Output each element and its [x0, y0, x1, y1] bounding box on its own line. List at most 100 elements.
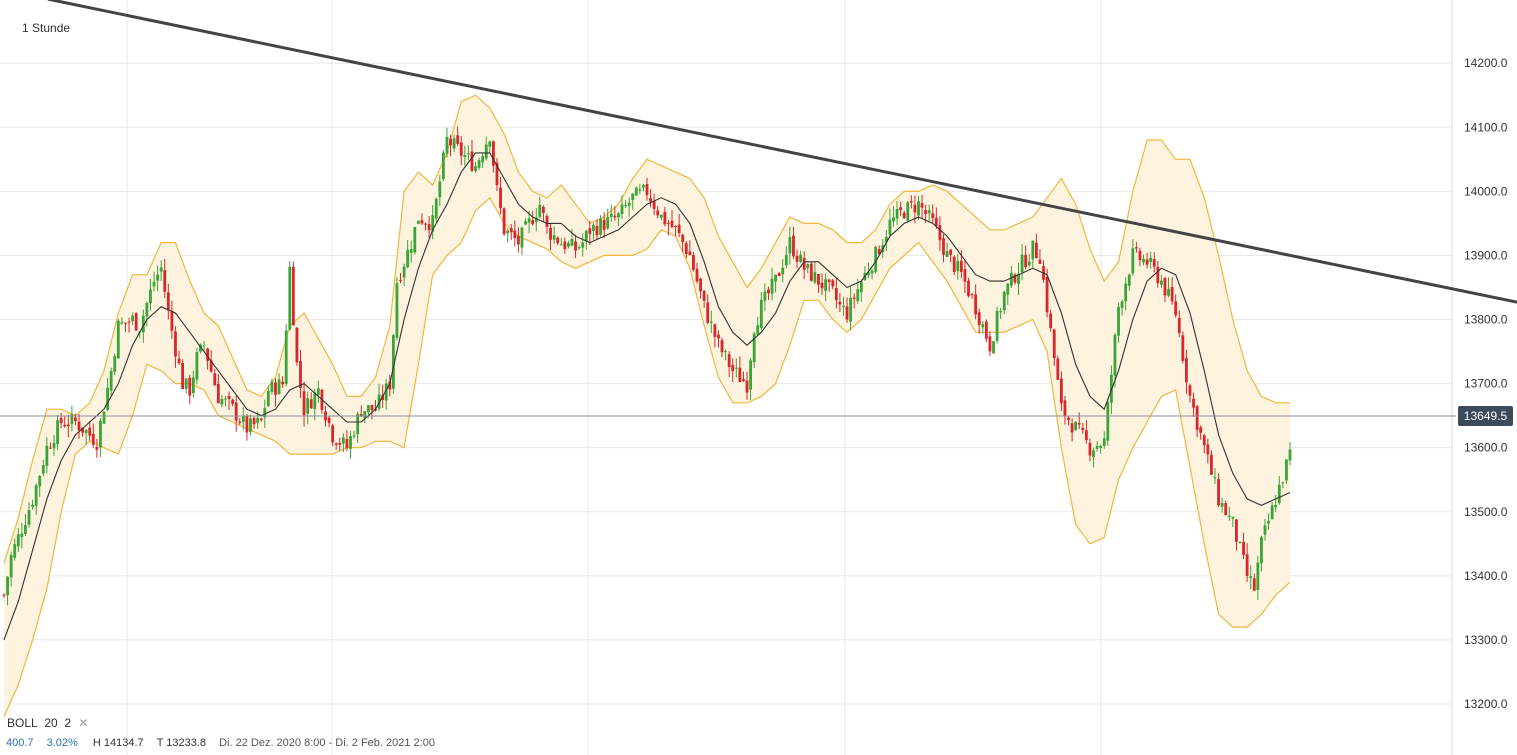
candle-body: [670, 220, 674, 228]
candle-body: [792, 235, 795, 257]
candle-body: [224, 398, 227, 400]
candle-body: [416, 220, 420, 224]
candle-body: [867, 272, 870, 275]
candle-body: [6, 576, 9, 596]
candle-body: [799, 254, 803, 263]
candle-body: [1099, 445, 1103, 448]
candle-body: [438, 181, 442, 198]
candle-body: [245, 415, 249, 433]
footer-stats: 400.7 3.02% H 14134.7 T 13233.8 Di. 22 D…: [6, 737, 435, 749]
candle-body: [842, 305, 845, 307]
bollinger-middle-band: [3, 152, 1291, 641]
candle-body: [395, 283, 399, 338]
candle-body: [552, 235, 556, 240]
candle-body: [795, 255, 799, 262]
candle-body: [1145, 259, 1149, 265]
y-tick-label: 13300.0: [1464, 633, 1508, 647]
candle-body: [684, 243, 688, 254]
candle-body: [638, 189, 642, 191]
candle-body: [456, 135, 460, 144]
candle-body: [38, 475, 42, 487]
candle-body: [299, 361, 302, 389]
candle-body: [820, 282, 824, 289]
candle-body: [481, 156, 485, 163]
candle-body: [509, 228, 513, 233]
candle-body: [220, 398, 224, 405]
candle-body: [931, 213, 935, 219]
candle-body: [1235, 519, 1238, 542]
candle-body: [967, 280, 970, 297]
candle-body: [809, 263, 813, 281]
y-axis-tick-labels: 13200.0 13300.0 13400.0 13500.0 13600.0 13700…: [1464, 56, 1508, 711]
candle-body: [359, 414, 363, 417]
candle-body: [913, 204, 917, 213]
candle-body: [345, 439, 349, 449]
candle-body: [116, 320, 120, 359]
candle-body: [1077, 423, 1081, 425]
candle-body: [920, 203, 924, 208]
indicator-legend[interactable]: BOLL 20 2 ✕: [7, 716, 88, 730]
candle-body: [145, 302, 149, 317]
candle-body: [491, 141, 495, 166]
candle-body: [884, 236, 888, 243]
candle-body: [745, 380, 749, 393]
price-range: 400.7: [6, 737, 34, 749]
candle-body: [538, 204, 542, 218]
candle-body: [1074, 422, 1078, 431]
candle-body: [831, 280, 835, 287]
candle-body: [713, 324, 717, 337]
candle-body: [999, 311, 1003, 313]
candle-body: [977, 312, 981, 325]
interval-label[interactable]: 1 Stunde: [22, 21, 71, 35]
candle-body: [466, 153, 470, 155]
candle-body: [556, 237, 560, 244]
candle-body: [1160, 280, 1163, 285]
close-icon[interactable]: ✕: [78, 716, 89, 730]
candle-body: [41, 465, 45, 474]
candle-body: [1081, 427, 1085, 431]
candle-body: [645, 184, 649, 196]
candle-body: [813, 272, 817, 283]
candle-body: [1202, 435, 1206, 446]
candle-body: [1213, 477, 1217, 479]
candle-body: [599, 218, 602, 235]
candle-body: [1199, 427, 1203, 433]
candle-body: [1270, 505, 1274, 520]
y-tick-label: 14200.0: [1464, 56, 1508, 70]
candle-body: [531, 220, 535, 225]
candle-body: [74, 417, 77, 422]
trendline[interactable]: [47, 0, 1517, 304]
candle-body: [406, 249, 410, 268]
candle-body: [356, 413, 360, 435]
candle-body: [534, 217, 538, 223]
candle-body: [849, 297, 853, 322]
candle-body: [188, 377, 192, 396]
candle-body: [588, 228, 592, 234]
candle-body: [784, 254, 788, 266]
candle-body: [199, 344, 202, 352]
candle-body: [477, 160, 481, 168]
candle-body: [938, 225, 942, 241]
candle-body: [995, 310, 999, 342]
candle-body: [981, 324, 985, 328]
candle-body: [1252, 578, 1256, 591]
candle-body: [106, 387, 109, 410]
candle-body: [156, 274, 160, 281]
candle-body: [363, 411, 367, 418]
candle-body: [413, 227, 417, 253]
candle-body: [1281, 482, 1285, 484]
candle-body: [899, 207, 903, 211]
candle-body: [888, 219, 892, 235]
candle-body: [1227, 515, 1231, 517]
candle-body: [834, 288, 838, 301]
candle-body: [945, 251, 949, 257]
candle-body: [63, 424, 67, 427]
candle-body: [959, 260, 963, 272]
indicator-period: 20: [44, 716, 58, 730]
candle-body: [431, 215, 435, 232]
candle-body: [1167, 288, 1170, 296]
candle-body: [434, 198, 438, 219]
candle-body: [1285, 459, 1288, 481]
candle-body: [256, 417, 260, 423]
